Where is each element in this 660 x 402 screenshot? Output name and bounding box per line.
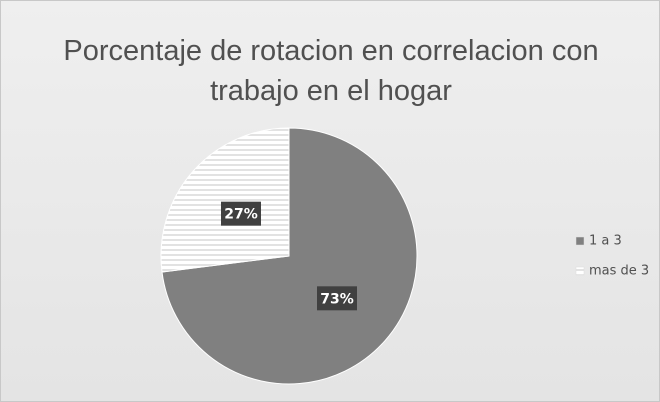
legend-swatch [575, 266, 585, 276]
chart-title: Porcentaje de rotacion en correlacion co… [63, 35, 599, 107]
legend-label: 1 a 3 [589, 234, 622, 249]
data-label-box [220, 201, 261, 226]
data-label: 73% [320, 291, 354, 307]
legend-swatch [575, 236, 585, 246]
data-label: 27% [224, 207, 258, 223]
legend-label: mas de 3 [589, 264, 649, 279]
data-label-box [317, 286, 358, 311]
pie-slice [160, 127, 290, 273]
